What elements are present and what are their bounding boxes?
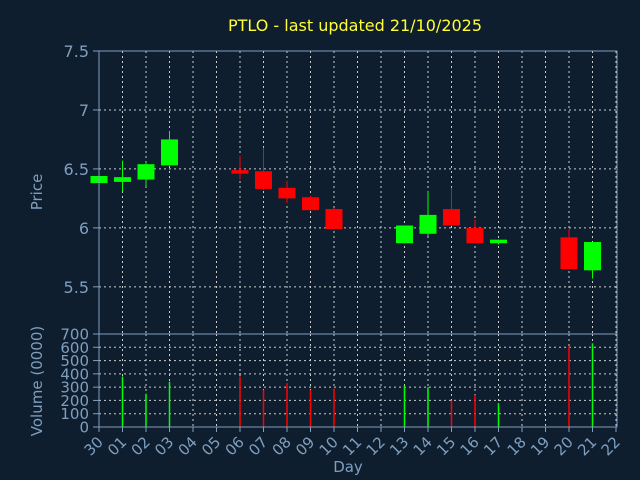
day-x-ticks: 3001020304050607080910111213141516171819…	[81, 427, 624, 459]
candle-10	[325, 207, 343, 230]
volume-bar-15	[450, 400, 453, 427]
candle-body	[255, 171, 272, 189]
day-tick-label: 21	[574, 433, 600, 459]
day-tick-label: 04	[175, 433, 201, 459]
candle-13	[396, 225, 413, 244]
candle-20	[560, 229, 578, 270]
volume-bar-09	[309, 389, 312, 427]
candle-01	[114, 160, 131, 192]
candle-body	[161, 139, 178, 166]
day-tick-label: 17	[480, 433, 506, 459]
volume-bar-01	[121, 376, 124, 427]
price-axis-label: Price	[28, 174, 46, 211]
candle-body	[114, 177, 131, 182]
volume-grid	[98, 334, 617, 427]
price-tick-label: 7.5	[64, 42, 89, 61]
price-grid	[98, 50, 617, 334]
day-tick-label: 12	[363, 433, 389, 459]
volume-tick-label: 0	[79, 419, 89, 437]
volume-tick-label: 400	[60, 365, 89, 383]
volume-bar-20	[568, 345, 570, 427]
candle-body	[560, 237, 578, 270]
candle-17	[490, 239, 507, 245]
day-tick-label: 01	[104, 433, 130, 459]
x-axis-label: Day	[333, 458, 363, 476]
volume-tick-label: 100	[60, 405, 89, 423]
day-tick-label: 14	[410, 433, 436, 459]
candle-14	[419, 191, 437, 237]
day-tick-label: 06	[222, 433, 248, 459]
candle-body	[396, 225, 413, 244]
candle-body	[325, 209, 343, 230]
day-tick-label: 30	[81, 433, 107, 459]
candle-body	[278, 187, 296, 199]
volume-axis-label: Volume (0000)	[28, 326, 46, 436]
day-tick-label: 08	[269, 433, 295, 459]
day-tick-label: 03	[151, 433, 177, 459]
volume-tick-label: 200	[60, 392, 89, 410]
candle-06	[231, 155, 249, 180]
day-tick-label: 09	[292, 433, 318, 459]
day-tick-label: 20	[551, 433, 577, 459]
day-tick-label: 05	[198, 433, 224, 459]
volume-tick-label: 500	[60, 352, 89, 370]
candle-08	[278, 180, 296, 204]
candle-body	[231, 170, 249, 174]
candle-16	[466, 219, 484, 244]
volume-bar-14	[427, 387, 429, 427]
candle-21	[584, 242, 601, 279]
candle-body	[584, 242, 601, 271]
volume-bar-21	[591, 343, 594, 427]
day-tick-label: 18	[504, 433, 530, 459]
volume-tick-label: 300	[60, 379, 89, 397]
day-tick-label: 22	[598, 433, 624, 459]
volume-bar-03	[168, 381, 171, 427]
candle-15	[443, 187, 460, 226]
volume-bar-10	[333, 388, 335, 427]
price-tick-label: 5.5	[64, 278, 89, 297]
candle-07	[255, 147, 272, 191]
candle-03	[161, 131, 178, 166]
day-tick-label: 11	[339, 433, 365, 459]
day-tick-label: 19	[527, 433, 553, 459]
volume-bar-13	[403, 385, 406, 427]
candle-02	[137, 161, 155, 187]
day-tick-label: 16	[457, 433, 483, 459]
candle-body	[466, 227, 484, 244]
day-tick-label: 07	[245, 433, 271, 459]
price-candles	[90, 131, 601, 279]
volume-bar-16	[474, 395, 476, 427]
day-tick-label: 15	[433, 433, 459, 459]
candle-body	[490, 239, 507, 244]
candle-body	[137, 164, 155, 180]
price-y-ticks: 5.5 6 6.5 7 7.5	[64, 42, 99, 297]
chart-title: PTLO - last updated 21/10/2025	[228, 16, 482, 35]
candle-body	[302, 197, 319, 211]
price-tick-label: 6	[79, 219, 89, 238]
volume-bar-07	[262, 389, 265, 427]
volume-bars	[121, 343, 594, 427]
day-tick-label: 10	[316, 433, 342, 459]
volume-bar-17	[497, 403, 500, 427]
candle-09	[302, 196, 319, 211]
price-tick-label: 6.5	[64, 160, 89, 179]
volume-tick-label: 600	[60, 339, 89, 357]
volume-bar-02	[145, 393, 147, 427]
volume-bar-08	[286, 383, 288, 427]
candle-body	[419, 214, 437, 234]
volume-bar-06	[239, 376, 241, 427]
day-tick-label: 13	[386, 433, 412, 459]
volume-tick-label: 700	[60, 326, 89, 344]
candle-body	[443, 209, 460, 226]
day-tick-label: 02	[128, 433, 154, 459]
price-tick-label: 7	[79, 101, 89, 120]
